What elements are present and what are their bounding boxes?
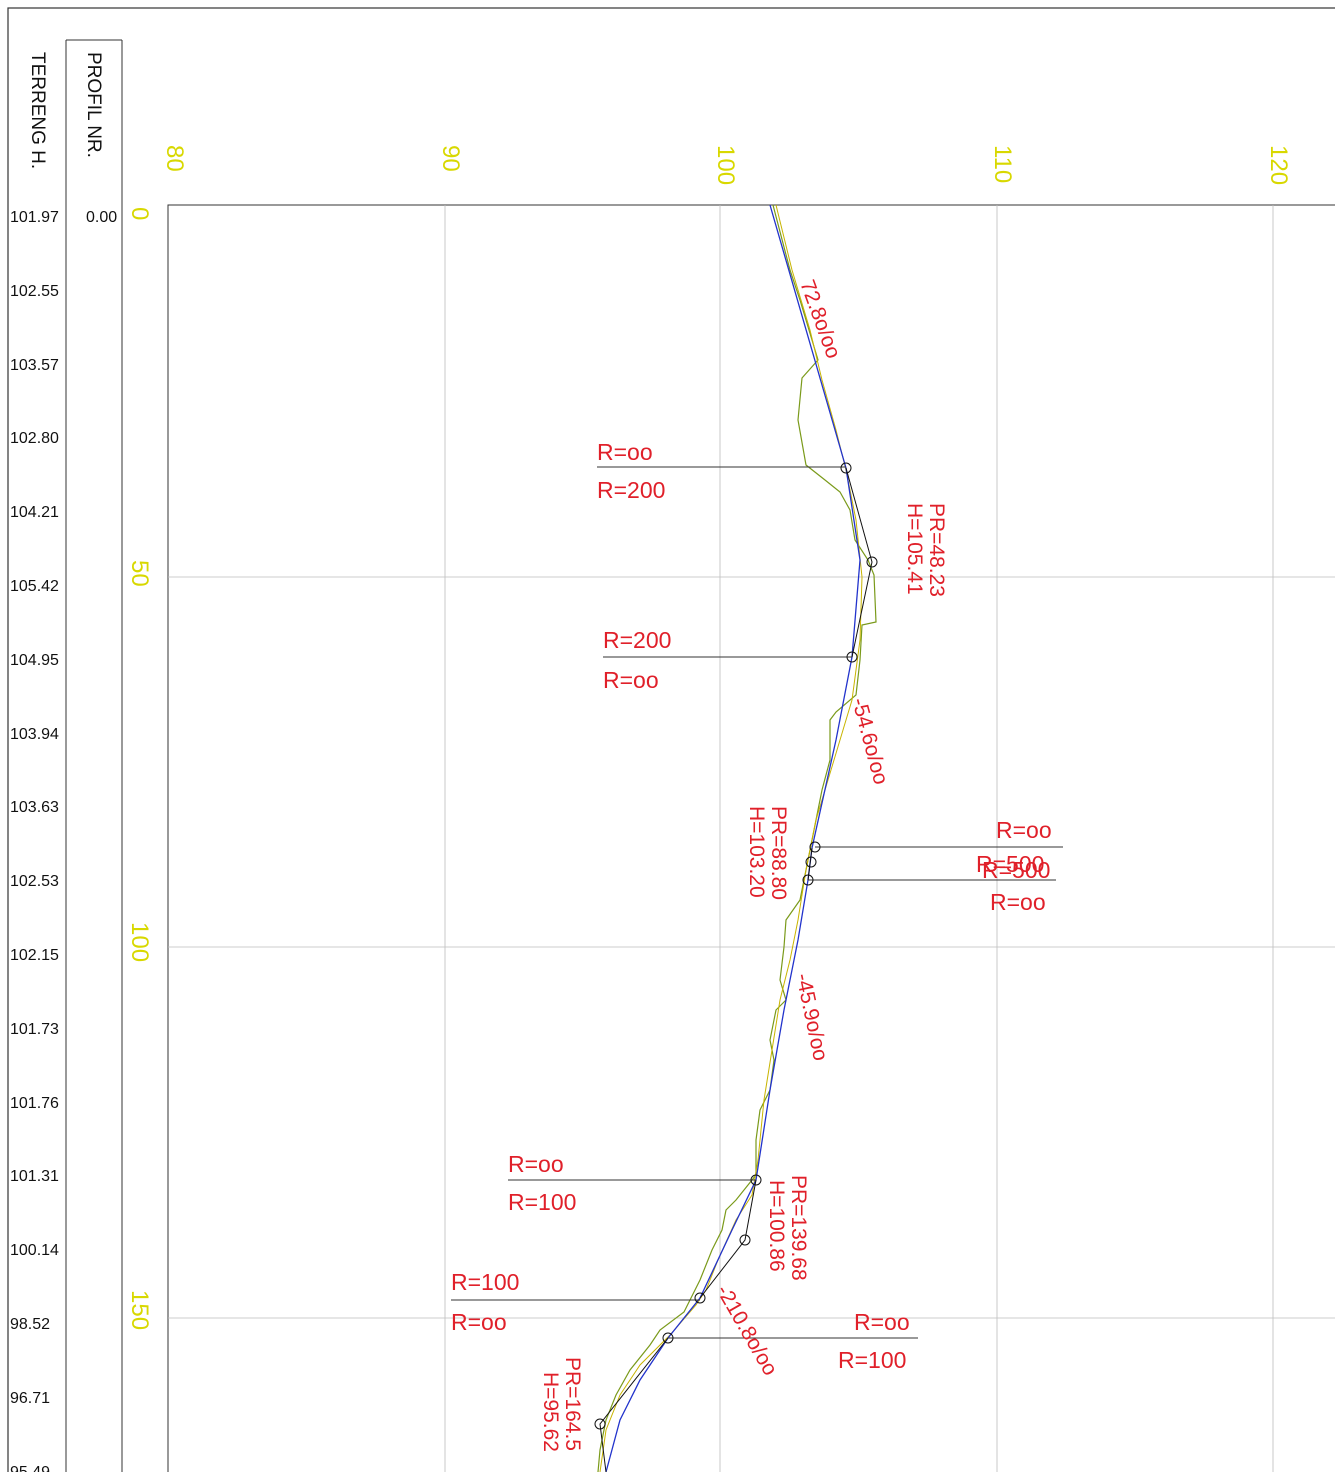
tangent-point xyxy=(694,1292,706,1304)
station-ticks: 0 50 100 150 xyxy=(126,207,153,1330)
terreng-value: 104.21 xyxy=(10,504,59,521)
drawing-frame xyxy=(7,7,1335,1472)
radius-label: R=oo xyxy=(451,1309,507,1335)
radius-label: R=oo xyxy=(996,817,1052,843)
terreng-value: 96.71 xyxy=(10,1390,50,1407)
radius-leaders xyxy=(451,466,1063,1339)
height-ticks: 80 90 100 110 120 xyxy=(161,145,1292,185)
pvi-h-text: H=103.20 xyxy=(745,806,768,898)
height-tick-label: 120 xyxy=(1265,145,1292,185)
tangent-lines xyxy=(599,467,873,1472)
pvi-point xyxy=(739,1234,751,1246)
tangent-point xyxy=(840,462,852,474)
terreng-value: 102.80 xyxy=(10,430,59,447)
pvi-pr-text: PR=164.5 xyxy=(561,1357,584,1451)
terreng-value: 102.55 xyxy=(10,283,59,300)
terreng-value: 102.15 xyxy=(10,947,59,964)
first-profil-value: 0.00 xyxy=(86,209,117,226)
pvi-h-text: H=100.86 xyxy=(765,1180,788,1272)
terreng-value: 103.94 xyxy=(10,726,59,743)
tangent-point xyxy=(809,841,821,853)
profil-header: PROFIL NR. xyxy=(83,52,104,158)
height-tick-label: 80 xyxy=(161,145,188,172)
terreng-value: 95.49 xyxy=(10,1464,50,1472)
radius-label: R=200 xyxy=(603,627,671,653)
terreng-value: 100.14 xyxy=(10,1242,59,1259)
pvi-pr-text: PR=48.23 xyxy=(925,503,948,597)
grade-line xyxy=(605,204,861,1472)
tangent-point xyxy=(802,874,814,886)
height-tick-label: 100 xyxy=(712,145,739,185)
terreng-value: 101.73 xyxy=(10,1021,59,1038)
terreng-value: 103.63 xyxy=(10,799,59,816)
plot-frame xyxy=(167,204,1335,1472)
radius-label: R=100 xyxy=(451,1269,519,1295)
radius-label: R=200 xyxy=(597,477,665,503)
station-tick-label: 50 xyxy=(126,560,153,587)
pvi-pr-text: PR=139.68 xyxy=(787,1175,810,1281)
pvi-pr-text: PR=88.80 xyxy=(767,806,790,900)
tangent-point xyxy=(750,1174,762,1186)
pvi-label: PR=164.5 H=95.62 xyxy=(539,1357,584,1452)
radius-label: R=100 xyxy=(838,1347,906,1373)
radius-label: R=100 xyxy=(508,1189,576,1215)
radius-label: R=500 xyxy=(976,851,1044,877)
tangent-points xyxy=(594,462,878,1430)
pvi-point xyxy=(805,856,817,868)
terreng-header: TERRENG H. xyxy=(27,52,48,169)
grade-label: -45.9o/oo xyxy=(791,971,832,1063)
terreng-value: 101.31 xyxy=(10,1168,59,1185)
terreng-values: 101.97 102.55 103.57 102.80 104.21 105.42 104.… xyxy=(10,209,59,1472)
height-tick-label: 90 xyxy=(437,145,464,172)
tangent-point xyxy=(662,1332,674,1344)
terreng-value: 103.57 xyxy=(10,357,59,374)
terreng-value: 101.76 xyxy=(10,1095,59,1112)
radius-label: R=oo xyxy=(508,1151,564,1177)
pvi-h-text: H=105.41 xyxy=(903,503,926,595)
terreng-value: 98.52 xyxy=(10,1316,50,1333)
station-tick-label: 0 xyxy=(126,207,153,220)
pvi-label: PR=139.68 H=100.86 xyxy=(765,1175,810,1281)
radius-label: R=oo xyxy=(597,439,653,465)
grade-label: -210.8o/oo xyxy=(712,1281,782,1379)
pvi-label: PR=88.80 H=103.20 xyxy=(745,806,790,900)
height-tick-label: 110 xyxy=(989,145,1016,183)
pvi-h-text: H=95.62 xyxy=(539,1372,562,1452)
terreng-value: 101.97 xyxy=(10,209,59,226)
station-tick-label: 150 xyxy=(126,1290,153,1330)
pvi-label: PR=48.23 H=105.41 xyxy=(903,503,948,597)
pvi-point xyxy=(594,1418,606,1430)
radius-label: R=500 xyxy=(982,857,1050,883)
grid xyxy=(168,205,1335,1472)
terrain-line xyxy=(597,204,877,1472)
grade-label: -54.6o/oo xyxy=(847,695,892,787)
radius-label: R=oo xyxy=(990,889,1046,915)
terreng-value: 102.53 xyxy=(10,873,59,890)
terreng-value: 105.42 xyxy=(10,578,59,595)
radius-labels: R=oo R=200 R=200 R=oo R=oo R=500 R=500 R… xyxy=(451,439,1052,1373)
radius-label: R=oo xyxy=(854,1309,910,1335)
terreng-value: 104.95 xyxy=(10,652,59,669)
pvi-point xyxy=(866,556,878,568)
tangent-point xyxy=(846,651,858,663)
radius-label: R=oo xyxy=(603,667,659,693)
station-tick-label: 100 xyxy=(126,922,153,962)
